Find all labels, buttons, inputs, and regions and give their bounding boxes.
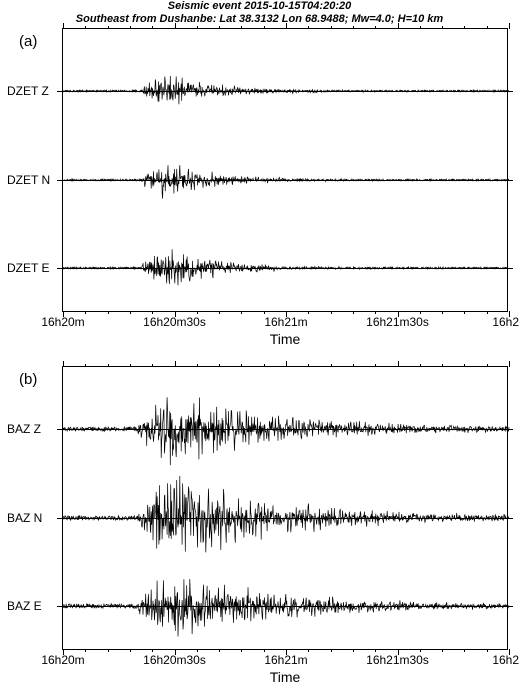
trace-label: DZET Z — [7, 84, 49, 98]
xtick-mark-top — [286, 23, 287, 29]
xtick-minor — [197, 311, 198, 314]
seismic-trace — [63, 241, 509, 294]
xtick-minor — [331, 311, 332, 314]
xtick-minor-top — [464, 364, 465, 367]
xtick-mark-top — [175, 361, 176, 367]
xtick-label: 16h22 — [492, 315, 519, 329]
xtick-mark-top — [63, 361, 64, 367]
xtick-mark-top — [398, 361, 399, 367]
trace-label: BAZ E — [7, 599, 42, 613]
title-line-1: Seismic event 2015-10-15T04:20:20 — [0, 0, 519, 13]
xtick-mark-top — [509, 361, 510, 367]
seismic-trace — [63, 462, 509, 572]
xtick-mark-top — [63, 23, 64, 29]
xtick-minor-top — [442, 26, 443, 29]
xtick-minor-top — [130, 364, 131, 367]
xtick-minor — [353, 311, 354, 314]
xtick-minor — [219, 311, 220, 314]
xtick-minor-top — [241, 26, 242, 29]
xtick-minor — [420, 311, 421, 314]
xtick-minor-top — [353, 26, 354, 29]
panel-label-a: (a) — [19, 33, 37, 50]
xtick-minor — [130, 311, 131, 314]
xtick-mark-top — [398, 23, 399, 29]
xtick-minor-top — [308, 364, 309, 367]
xtick-minor-top — [375, 364, 376, 367]
trace-label: BAZ Z — [7, 422, 41, 436]
trace-label: DZET N — [7, 173, 50, 187]
xtick-minor-top — [487, 364, 488, 367]
xtick-minor — [487, 311, 488, 314]
xtick-minor-top — [308, 26, 309, 29]
trace-label: BAZ N — [7, 511, 42, 525]
seismic-trace — [63, 67, 509, 115]
xtick-minor-top — [420, 26, 421, 29]
xtick-minor-top — [130, 26, 131, 29]
xtick-minor — [464, 311, 465, 314]
xtick-label: 16h20m — [41, 653, 84, 667]
xtick-minor-top — [85, 26, 86, 29]
xtick-minor — [108, 311, 109, 314]
xtick-label: 16h21m — [264, 315, 307, 329]
xtick-minor-top — [264, 364, 265, 367]
xtick-minor-top — [331, 26, 332, 29]
xtick-minor-top — [197, 26, 198, 29]
xtick-minor-top — [353, 364, 354, 367]
xtick-label: 16h21m30s — [366, 653, 429, 667]
xtick-minor — [152, 311, 153, 314]
xtick-minor-top — [264, 26, 265, 29]
x-axis-label: Time — [270, 669, 301, 685]
xtick-minor-top — [219, 364, 220, 367]
xtick-minor — [442, 311, 443, 314]
xtick-minor — [375, 311, 376, 314]
xtick-mark-top — [286, 361, 287, 367]
xtick-minor-top — [85, 364, 86, 367]
xtick-minor-top — [108, 26, 109, 29]
xtick-minor — [85, 311, 86, 314]
xtick-minor-top — [420, 364, 421, 367]
xtick-minor — [264, 311, 265, 314]
xtick-minor-top — [442, 364, 443, 367]
xtick-minor-top — [152, 364, 153, 367]
xtick-label: 16h21m30s — [366, 315, 429, 329]
xtick-minor — [241, 311, 242, 314]
xtick-mark-top — [175, 23, 176, 29]
xtick-minor-top — [219, 26, 220, 29]
xtick-label: 16h20m30s — [143, 653, 206, 667]
xtick-minor-top — [152, 26, 153, 29]
xtick-minor-top — [108, 364, 109, 367]
xtick-mark-top — [509, 23, 510, 29]
xtick-minor-top — [241, 364, 242, 367]
xtick-label: 16h22 — [492, 653, 519, 667]
seismic-trace — [63, 156, 509, 204]
xtick-minor-top — [464, 26, 465, 29]
x-axis-label: Time — [270, 331, 301, 347]
xtick-minor-top — [375, 26, 376, 29]
trace-label: DZET E — [7, 261, 49, 275]
xtick-minor — [308, 311, 309, 314]
seismic-trace — [63, 558, 509, 654]
xtick-label: 16h21m — [264, 653, 307, 667]
title-line-2: Southeast from Dushanbe: Lat 38.3132 Lon… — [0, 13, 519, 26]
xtick-label: 16h20m30s — [143, 315, 206, 329]
panel-b: (b)16h20m16h20m30s16h21m16h21m30s16h22Ti… — [62, 366, 508, 650]
panel-label-b: (b) — [19, 371, 37, 388]
xtick-minor-top — [331, 364, 332, 367]
xtick-minor-top — [197, 364, 198, 367]
panel-a: (a)16h20m16h20m30s16h21m16h21m30s16h22Ti… — [62, 28, 508, 312]
xtick-label: 16h20m — [41, 315, 84, 329]
xtick-minor-top — [487, 26, 488, 29]
